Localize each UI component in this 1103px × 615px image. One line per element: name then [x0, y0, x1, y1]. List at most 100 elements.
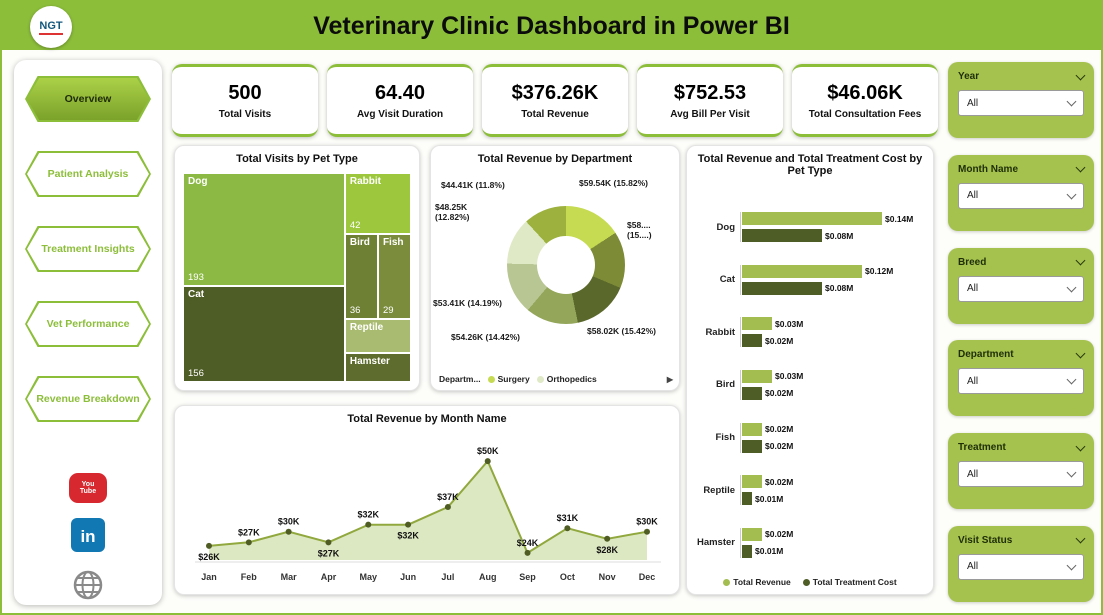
legend-item-surgery[interactable]: Surgery: [487, 374, 530, 384]
data-point-jul[interactable]: [444, 504, 451, 510]
bar-value-label: $0.08M: [825, 230, 854, 241]
x-axis-label: May: [360, 572, 378, 582]
data-point-aug[interactable]: [484, 458, 491, 465]
tile-label: Rabbit: [349, 176, 381, 187]
data-point-nov[interactable]: [604, 535, 611, 542]
collapse-chevron-icon[interactable]: [1075, 534, 1086, 544]
line-chart[interactable]: $26K Jan $27K Feb $30K Mar $27K Apr $32K May $32K J…: [183, 432, 673, 597]
dropdown-chevron-icon: [1066, 189, 1077, 200]
filter-label: Year: [958, 71, 980, 82]
kpi-label: Total Visits: [218, 108, 272, 120]
linkedin-text: in: [80, 527, 96, 546]
filter-visit-status: Visit Status All: [948, 525, 1094, 602]
treemap-tile-hamster[interactable]: Hamster: [344, 352, 411, 382]
bar-revenue[interactable]: [742, 369, 772, 383]
bar-value-label: $0.02M: [765, 441, 794, 452]
kpi-total-visits: 500 Total Visits: [172, 64, 318, 137]
nav-overview[interactable]: Overview: [25, 76, 151, 122]
donut-label: $54.26K (14.42%): [451, 332, 520, 342]
bar-revenue[interactable]: [742, 212, 882, 225]
bar-treatment-cost[interactable]: [742, 386, 762, 400]
value-label: $30K: [636, 517, 658, 527]
data-point-dec[interactable]: [644, 528, 650, 535]
data-point-jan[interactable]: [206, 542, 212, 549]
treemap-tile-dog[interactable]: Dog 193: [183, 173, 345, 286]
treemap-tile-rabbit[interactable]: Rabbit 42: [344, 173, 411, 234]
kpi-label: Total Revenue: [521, 108, 589, 120]
kpi-total-consultation-fees: $46.06K Total Consultation Fees: [792, 64, 938, 137]
filter-department-dropdown[interactable]: All: [958, 368, 1084, 395]
collapse-chevron-icon[interactable]: [1075, 255, 1086, 266]
filter-treatment-dropdown[interactable]: All: [958, 461, 1084, 488]
data-point-may[interactable]: [365, 521, 372, 528]
legend-item-total-treatment-cost[interactable]: Total Treatment Cost: [802, 577, 897, 587]
data-point-sep[interactable]: [524, 549, 531, 556]
website-globe-icon[interactable]: [70, 567, 106, 603]
bar-revenue[interactable]: [742, 317, 772, 331]
bar-treatment-cost[interactable]: [742, 439, 762, 453]
youtube-icon[interactable]: You Tube: [69, 473, 107, 503]
treemap-tile-fish[interactable]: Fish 29: [377, 233, 411, 320]
legend-next-arrow[interactable]: ▶: [666, 374, 673, 384]
nav-treatment-insights[interactable]: Treatment Insights: [25, 226, 151, 272]
x-axis-label: Oct: [560, 572, 575, 582]
filter-month-dropdown[interactable]: All: [958, 182, 1084, 209]
tile-value: 36: [349, 305, 361, 317]
bar-treatment-cost[interactable]: [742, 492, 752, 506]
filter-visit-status-dropdown[interactable]: All: [958, 553, 1084, 580]
legend-dot: [487, 375, 495, 383]
treemap-tile-cat[interactable]: Cat 156: [183, 285, 345, 382]
filter-year-dropdown[interactable]: All: [958, 90, 1084, 116]
treemap-tile-bird[interactable]: Bird 36: [344, 233, 378, 320]
legend-label: Orthopedics: [546, 374, 597, 384]
collapse-chevron-icon[interactable]: [1075, 441, 1086, 452]
nav-treatment-insights-bg: [27, 228, 149, 270]
youtube-text: You Tube: [79, 481, 97, 495]
data-point-apr[interactable]: [325, 539, 332, 546]
collapse-chevron-icon[interactable]: [1075, 70, 1086, 80]
filter-value: All: [967, 375, 979, 387]
legend-label: Total Revenue: [733, 577, 791, 587]
bar-category-label: Fish: [715, 432, 735, 444]
filter-month-name: Month Name All: [948, 154, 1094, 231]
legend-dot: [723, 578, 731, 586]
filter-label: Breed: [958, 256, 987, 268]
tile-label: Hamster: [349, 355, 390, 367]
bar-treatment-cost[interactable]: [742, 334, 762, 348]
data-point-oct[interactable]: [564, 525, 571, 532]
filter-treatment: Treatment All: [948, 433, 1094, 510]
nav-vet-performance-bg: [27, 303, 149, 345]
bar-revenue[interactable]: [742, 475, 762, 489]
bar-value-label: $0.02M: [765, 476, 794, 487]
nav-revenue-breakdown-label: Revenue Breakdown: [36, 393, 140, 405]
value-label: $37K: [437, 492, 459, 502]
bar-treatment-cost[interactable]: [742, 281, 822, 295]
bar-revenue[interactable]: [742, 527, 762, 541]
treemap-tile-reptile[interactable]: Reptile: [344, 319, 411, 353]
filter-department: Department All: [948, 340, 1094, 417]
bar-group-reptile: Reptile $0.02M $0.01M: [695, 467, 929, 513]
filter-label: Month Name: [958, 163, 1018, 175]
legend-item-orthopedics[interactable]: Orthopedics: [536, 374, 597, 384]
bar-value-label: $0.03M: [775, 371, 804, 382]
nav-revenue-breakdown[interactable]: Revenue Breakdown: [25, 376, 151, 422]
collapse-chevron-icon[interactable]: [1075, 348, 1086, 359]
bar-treatment-cost[interactable]: [742, 544, 752, 558]
data-point-mar[interactable]: [285, 528, 292, 535]
legend-item-total-revenue[interactable]: Total Revenue: [723, 577, 791, 587]
nav-treatment-insights-label: Treatment Insights: [41, 243, 135, 255]
linkedin-icon[interactable]: in: [71, 518, 105, 552]
value-label: $27K: [318, 548, 340, 558]
nav-patient-analysis[interactable]: Patient Analysis: [25, 151, 151, 197]
collapse-chevron-icon[interactable]: [1075, 162, 1086, 173]
bar-revenue[interactable]: [742, 422, 762, 436]
nav-vet-performance[interactable]: Vet Performance: [25, 301, 151, 347]
kpi-value: $46.06K: [827, 81, 903, 104]
kpi-label: Avg Visit Duration: [356, 108, 444, 120]
bar-revenue[interactable]: [742, 264, 862, 278]
bar-treatment-cost[interactable]: [742, 229, 822, 242]
data-point-jun[interactable]: [405, 521, 412, 528]
data-point-feb[interactable]: [245, 539, 252, 546]
filter-breed-dropdown[interactable]: All: [958, 275, 1084, 302]
kpi-value: $376.26K: [511, 81, 599, 104]
